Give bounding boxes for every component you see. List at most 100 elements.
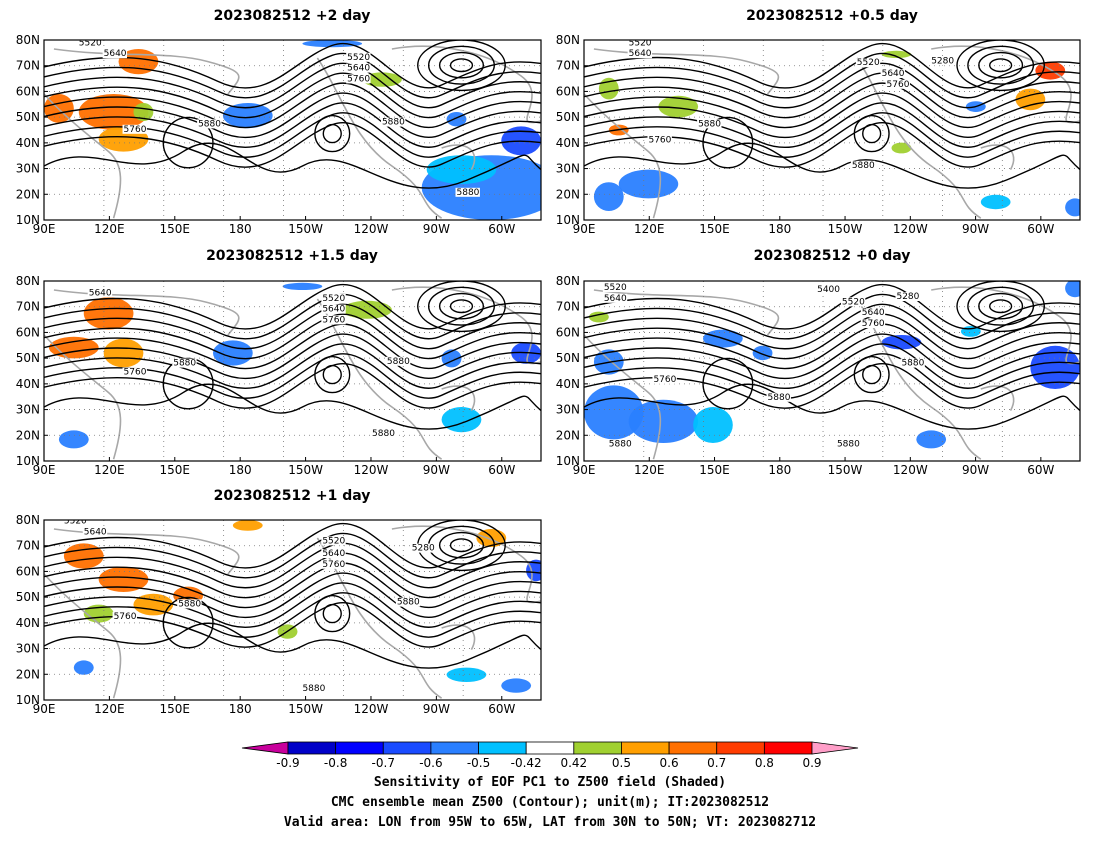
x-tick-label: 180 <box>229 702 252 716</box>
x-tick-label: 60W <box>488 702 515 716</box>
z500-contour <box>584 92 1080 139</box>
contour-label-bg <box>602 293 628 303</box>
panel-plot-area: 5520564054005280552056405760576058805880… <box>584 281 1080 461</box>
sensitivity-shade <box>222 103 273 129</box>
contour-label-bg <box>77 40 103 48</box>
sensitivity-shade <box>78 94 149 130</box>
z500-contour <box>44 383 541 430</box>
z500-closed-contour <box>956 281 1045 333</box>
contour-label-bg <box>766 392 791 402</box>
y-tick-label: 70N <box>556 59 580 73</box>
z500-contour <box>584 313 1080 360</box>
contour-label: 5880 <box>198 119 221 129</box>
panel-title: 2023082512 +0.5 day <box>746 8 918 24</box>
panel-frame <box>43 39 542 221</box>
contour-label: 5760 <box>124 368 147 378</box>
coastline <box>316 57 443 219</box>
x-tick-label: 180 <box>768 463 791 477</box>
z500-closed-contour <box>322 364 342 385</box>
contour-label-bg <box>172 358 197 368</box>
sensitivity-shade <box>302 40 363 48</box>
x-tick-label: 120E <box>94 702 125 716</box>
contour-label: 5880 <box>901 359 924 369</box>
contour-label: 5760 <box>653 375 676 385</box>
z500-contour <box>44 42 541 89</box>
contour-label-bg <box>301 684 326 693</box>
contour-label: 5520 <box>79 38 102 48</box>
sensitivity-shade <box>103 338 144 368</box>
y-tick-label: 30N <box>16 403 40 417</box>
colorbar-label: 0.7 <box>707 756 726 770</box>
sensitivity-shade <box>891 142 912 154</box>
coastline <box>44 334 122 460</box>
x-tick-label: 90E <box>573 463 596 477</box>
coastline <box>980 385 1015 411</box>
contour-label: 5520 <box>64 517 87 527</box>
x-tick-label: 150E <box>699 222 730 236</box>
y-tick-label: 20N <box>556 187 580 201</box>
panel-title: 2023082512 +2 day <box>214 8 371 24</box>
contour-label: 5880 <box>387 357 410 367</box>
panel-frame <box>583 39 1081 221</box>
colorbar-label: 0.42 <box>560 756 587 770</box>
coastline <box>856 298 982 460</box>
contour-label: 5280 <box>896 292 919 302</box>
y-tick-label: 20N <box>556 428 580 442</box>
y-tick-label: 70N <box>16 539 40 553</box>
map-panel-p1: 2023082512 +1 day55205640552056405760528… <box>16 488 542 716</box>
contour-label: 5760 <box>124 125 147 135</box>
contour-label-bg <box>395 597 421 607</box>
z500-contour <box>44 52 541 99</box>
sensitivity-shade <box>83 297 134 330</box>
contour-label-bg <box>321 559 346 569</box>
z500-closed-contour <box>427 286 495 326</box>
coastline <box>441 624 476 650</box>
z500-closed-contour <box>702 116 754 169</box>
map-panel-p0: 2023082512 +0 day55205640540052805520564… <box>556 248 1081 477</box>
sensitivity-shade <box>73 660 94 675</box>
colorbar-segment <box>478 741 527 755</box>
contour-label: 5520 <box>604 283 627 293</box>
y-tick-label: 10N <box>556 454 580 468</box>
colorbar-segment <box>430 741 479 755</box>
y-tick-label: 70N <box>16 300 40 314</box>
contour-label: 5520 <box>857 58 880 68</box>
y-tick-label: 60N <box>556 84 580 98</box>
y-tick-label: 10N <box>16 454 40 468</box>
contour-label: 5880 <box>178 599 201 609</box>
caption-line-2: CMC ensemble mean Z500 (Contour); unit(m… <box>330 795 770 810</box>
x-tick-label: 90W <box>423 222 450 236</box>
colorbar-label: 0.6 <box>660 756 679 770</box>
z500-contour <box>44 72 541 119</box>
contour-label-bg <box>860 319 886 328</box>
sensitivity-shade <box>693 407 733 443</box>
contour-label: 5880 <box>837 440 860 450</box>
z500-contour <box>584 283 1080 330</box>
contour-label-bg <box>346 63 371 73</box>
coastline <box>53 48 240 95</box>
colorbar-label: -0.42 <box>511 756 542 770</box>
z500-contour <box>44 62 541 109</box>
contour-label: 5880 <box>609 440 632 450</box>
colorbar-segment <box>525 741 575 755</box>
contour-label: 5880 <box>852 161 875 171</box>
sensitivity-shade <box>980 194 1011 210</box>
contour-label-bg <box>197 119 222 129</box>
x-tick-label: 150W <box>288 222 323 236</box>
z500-closed-contour <box>438 531 485 559</box>
contour-label-bg <box>627 49 653 59</box>
colorbar-label: 0.8 <box>755 756 774 770</box>
x-tick-label: 60W <box>488 222 515 236</box>
z500-closed-contour <box>449 538 474 553</box>
z500-contour <box>44 622 541 669</box>
contour-label: 5280 <box>931 56 954 66</box>
sensitivity-shade <box>881 50 912 59</box>
contour-label-bg <box>900 358 925 368</box>
contour-label: 5640 <box>862 308 885 318</box>
contour-label: 5760 <box>322 560 345 570</box>
x-tick-label: 120E <box>94 463 125 477</box>
y-tick-label: 20N <box>16 667 40 681</box>
map-panel-p05: 2023082512 +0.5 day552056405520564057605… <box>556 8 1081 236</box>
colorbar-label: 0.9 <box>802 756 821 770</box>
